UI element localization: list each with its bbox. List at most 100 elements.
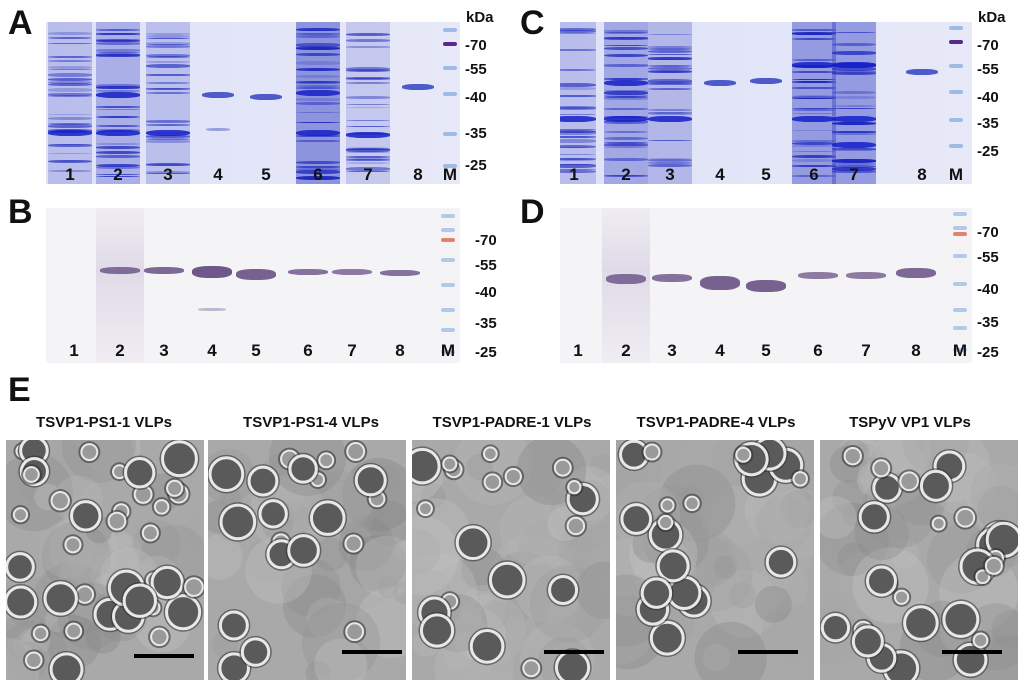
blot-lane (936, 208, 972, 363)
blot-lane (892, 208, 940, 363)
blot-b-lane-label: M (440, 341, 456, 360)
vlp-particle (684, 495, 700, 512)
protein-band (560, 106, 596, 110)
vlp-particle (417, 501, 433, 517)
protein-band (296, 98, 340, 101)
vlp-particle (80, 443, 99, 462)
protein-band (604, 158, 648, 161)
protein-band (96, 115, 140, 119)
ladder-band (443, 164, 457, 168)
purified-band (750, 78, 782, 84)
em-micrograph (412, 440, 610, 680)
protein-band (560, 157, 596, 161)
em-panel-title: TSVP1-PADRE-4 VLPs (636, 414, 796, 431)
gel-a-lane-label: 5 (261, 165, 271, 184)
protein-band (48, 117, 92, 121)
stain-mottle (6, 612, 49, 659)
protein-band (296, 84, 340, 88)
protein-band (560, 116, 596, 122)
gel-a-lane-label: 4 (213, 165, 223, 184)
stain-mottle (616, 472, 652, 508)
blot-d-lane-label: 6 (813, 341, 823, 360)
blot-lane (284, 208, 332, 363)
em-particles (6, 440, 204, 680)
minor-band (198, 308, 226, 311)
protein-band (604, 174, 648, 178)
protein-band (48, 80, 92, 85)
vlp-particle (792, 471, 808, 487)
panel-letter-a: A (8, 4, 33, 42)
protein-band (296, 122, 340, 124)
vlp-particle (643, 443, 661, 461)
protein-band (560, 169, 596, 173)
protein-band (792, 129, 836, 132)
stain-mottle (412, 515, 460, 596)
stain-mottle (306, 597, 350, 641)
kda-unit-label-c: kDa (978, 9, 1006, 26)
stain-mottle (779, 490, 814, 529)
gel-lane (146, 22, 190, 184)
stain-mottle (314, 638, 368, 680)
protein-band (96, 54, 140, 57)
stain-mottle (589, 454, 610, 477)
stain-mottle (966, 463, 1018, 533)
protein-band (146, 60, 190, 63)
vlp-particle (919, 469, 952, 502)
protein-band (296, 35, 340, 39)
protein-band (96, 151, 140, 155)
protein-band (792, 165, 836, 167)
protein-band (296, 170, 340, 174)
stain-mottle (412, 528, 441, 575)
gel-a-kda-marker-label: -25 (465, 157, 487, 174)
stain-mottle (182, 516, 204, 548)
vlp-particle (412, 447, 441, 485)
protein-band (296, 167, 340, 171)
protein-band (604, 141, 648, 145)
protein-band (648, 80, 692, 84)
blot-lane (140, 208, 188, 363)
ladder-band (441, 228, 455, 232)
protein-band (296, 111, 340, 113)
stain-mottle (526, 594, 588, 657)
protein-band (96, 166, 140, 170)
protein-band (48, 77, 92, 81)
vlp-particle (258, 499, 288, 529)
protein-band (296, 67, 340, 71)
ladder-band (953, 326, 967, 330)
protein-band (146, 120, 190, 123)
ladder-band (953, 282, 967, 286)
vlp-particle (488, 561, 526, 599)
immunoreactive-band (606, 274, 646, 284)
immunoreactive-band (846, 272, 886, 279)
protein-band (792, 116, 836, 122)
scale-bar (942, 650, 1002, 654)
immunoreactive-band (192, 266, 232, 278)
vlp-particle (482, 446, 498, 462)
protein-band (792, 62, 836, 68)
stain-mottle (305, 660, 331, 680)
protein-band (146, 88, 190, 90)
stain-mottle (349, 534, 406, 592)
protein-band (146, 171, 190, 174)
stain-mottle (109, 530, 132, 553)
blot-lane (232, 208, 280, 363)
protein-band (560, 153, 596, 156)
ladder-band (953, 308, 967, 312)
protein-band (560, 157, 596, 160)
protein-band (96, 146, 140, 150)
vlp-particle (309, 500, 346, 536)
protein-band (648, 114, 692, 116)
protein-band (604, 95, 648, 99)
immunoreactive-band (380, 270, 420, 276)
blot-d-lane-label: 5 (761, 341, 771, 360)
protein-band (832, 71, 876, 75)
gel-c-lane-label: 3 (665, 165, 675, 184)
protein-band (48, 94, 92, 98)
blot-d-kda-marker-label: -35 (977, 314, 999, 331)
protein-band (560, 157, 596, 161)
protein-band (604, 30, 648, 32)
blot-lane (602, 208, 650, 363)
blot-d-lane-label: 8 (911, 341, 921, 360)
protein-band (296, 74, 340, 78)
gel-c-kda-marker-label: -55 (977, 61, 999, 78)
